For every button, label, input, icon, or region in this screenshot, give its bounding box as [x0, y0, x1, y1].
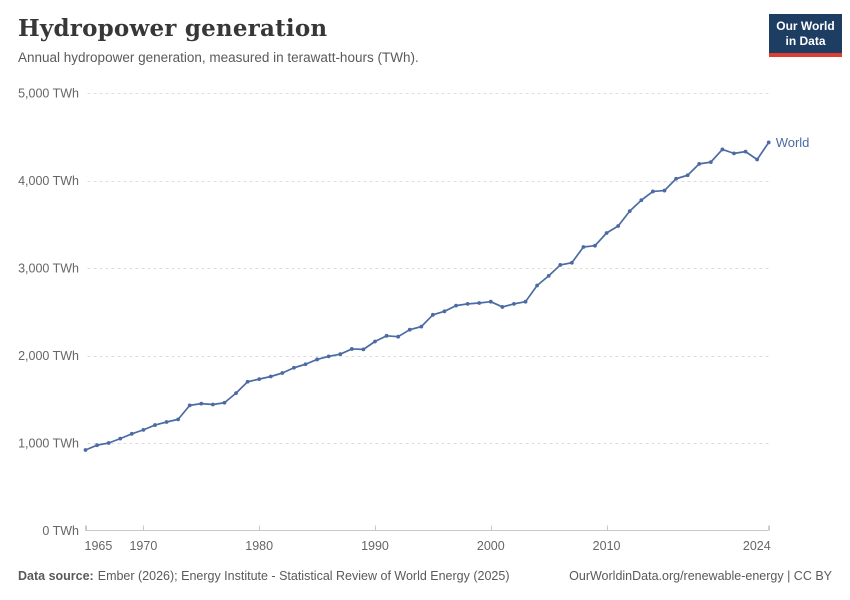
svg-text:0 TWh: 0 TWh — [42, 524, 79, 538]
logo-line1: Our World — [776, 19, 835, 33]
svg-text:5,000 TWh: 5,000 TWh — [18, 87, 79, 101]
chart-title: Hydropower generation — [18, 15, 328, 42]
chart-subtitle: Annual hydropower generation, measured i… — [18, 50, 419, 65]
svg-text:2024: 2024 — [743, 539, 771, 553]
svg-text:2010: 2010 — [593, 539, 621, 553]
svg-text:2,000 TWh: 2,000 TWh — [18, 349, 79, 363]
svg-text:World: World — [776, 135, 810, 150]
data-source: Data source: Ember (2026); Energy Institu… — [18, 569, 509, 583]
svg-text:3,000 TWh: 3,000 TWh — [18, 262, 79, 276]
owid-logo: Our World in Data — [769, 14, 842, 57]
svg-text:1980: 1980 — [245, 539, 273, 553]
svg-text:1,000 TWh: 1,000 TWh — [18, 437, 79, 451]
svg-text:2000: 2000 — [477, 539, 505, 553]
credit-line: OurWorldinData.org/renewable-energy | CC… — [569, 569, 832, 583]
svg-text:1970: 1970 — [129, 539, 157, 553]
svg-text:1990: 1990 — [361, 539, 389, 553]
data-source-value: Ember (2026); Energy Institute - Statist… — [97, 569, 510, 583]
svg-text:1965: 1965 — [85, 539, 113, 553]
logo-line2: in Data — [785, 34, 826, 48]
data-source-label: Data source: — [18, 569, 94, 583]
svg-text:4,000 TWh: 4,000 TWh — [18, 174, 79, 188]
chart-footer: Data source: Ember (2026); Energy Institu… — [18, 569, 832, 583]
